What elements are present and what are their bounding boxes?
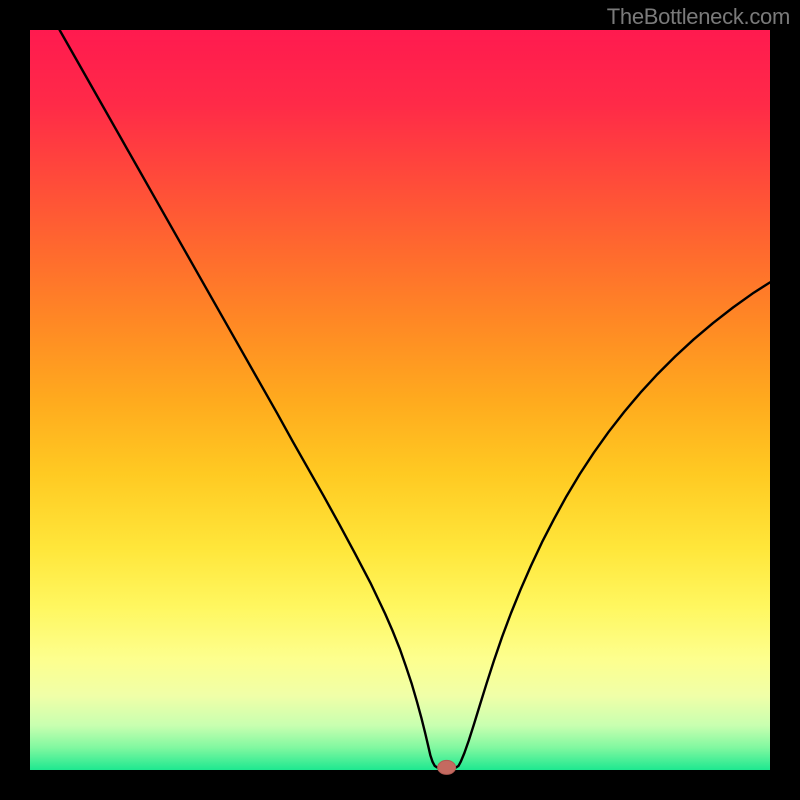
plot-background bbox=[30, 30, 770, 770]
chart-container: TheBottleneck.com bbox=[0, 0, 800, 800]
watermark-text: TheBottleneck.com bbox=[607, 4, 790, 30]
optimal-point-marker bbox=[438, 760, 456, 774]
bottleneck-chart bbox=[0, 0, 800, 800]
